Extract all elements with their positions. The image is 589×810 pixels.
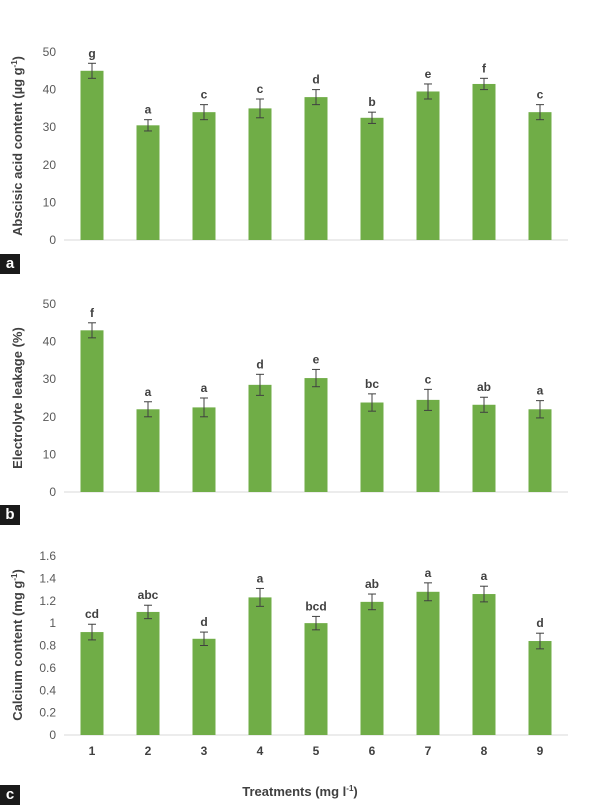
- significance-letter: cd: [85, 607, 99, 621]
- significance-letter: bc: [365, 377, 379, 391]
- y-tick-label: 30: [43, 372, 57, 386]
- y-axis-title: Electrolyte leakage (%): [10, 327, 25, 469]
- y-tick-label: 0.8: [39, 639, 56, 653]
- bar: [304, 623, 328, 735]
- significance-letter: bcd: [305, 599, 326, 613]
- y-tick-label: 0: [49, 728, 56, 742]
- y-tick-label: 50: [43, 297, 57, 311]
- y-axis-title: Calcium content (mg g-1): [10, 569, 25, 721]
- bar: [416, 91, 440, 240]
- y-tick-label: 40: [43, 83, 57, 97]
- x-tick-label: 1: [89, 744, 96, 758]
- significance-letter: f: [90, 306, 95, 320]
- x-axis-title: Treatments (mg l-1): [242, 784, 358, 799]
- significance-letter: a: [425, 566, 432, 580]
- chart-panel-1: 0 10 20 30 40 50 Abscisic acid content (µg g-1…: [10, 45, 568, 247]
- bar: [416, 399, 440, 492]
- y-tick-label: 0.4: [39, 683, 56, 697]
- bar: [80, 632, 104, 735]
- x-tick-label: 3: [201, 744, 208, 758]
- y-tick-label: 10: [43, 195, 57, 209]
- significance-letter: d: [256, 357, 263, 371]
- significance-letter: a: [145, 385, 152, 399]
- bar: [136, 409, 160, 492]
- significance-letter: a: [537, 384, 544, 398]
- x-tick-label: 4: [257, 744, 264, 758]
- significance-letter: c: [201, 88, 208, 102]
- panel-label-c: c: [0, 785, 20, 805]
- significance-letter: f: [482, 61, 487, 75]
- bar: [248, 384, 272, 492]
- significance-letter: d: [312, 73, 319, 87]
- bar: [360, 117, 384, 240]
- x-tick-label: 5: [313, 744, 320, 758]
- bar: [192, 638, 216, 735]
- y-tick-label: 50: [43, 45, 57, 59]
- bar: [304, 97, 328, 241]
- significance-letter: d: [200, 615, 207, 629]
- y-tick-label: 0: [49, 485, 56, 499]
- y-tick-label: 10: [43, 447, 57, 461]
- x-tick-label: 2: [145, 744, 152, 758]
- y-tick-label: 40: [43, 335, 57, 349]
- significance-letter: c: [425, 372, 432, 386]
- bar: [528, 112, 552, 240]
- y-tick-label: 1: [49, 616, 56, 630]
- bar: [136, 125, 160, 240]
- chart-panel-2: 0 10 20 30 40 50 Electrolyte leakage (%) f a a d e b…: [10, 297, 568, 499]
- panel-label-a: a: [0, 254, 20, 274]
- bar: [192, 112, 216, 240]
- bar: [248, 597, 272, 735]
- y-tick-label: 0.2: [39, 706, 56, 720]
- significance-letter: c: [537, 88, 544, 102]
- x-tick-label: 7: [425, 744, 432, 758]
- significance-letter: b: [368, 95, 375, 109]
- significance-letter: a: [145, 103, 152, 117]
- chart-panel-3: 0 0.2 0.4 0.6 0.8 1 1.2 1.4 1.6 Calcium content (…: [10, 549, 568, 758]
- bar: [360, 402, 384, 492]
- x-tick-label: 8: [481, 744, 488, 758]
- significance-letter: d: [536, 616, 543, 630]
- significance-letter: a: [481, 569, 488, 583]
- significance-letter: e: [425, 67, 432, 81]
- bar: [472, 404, 496, 492]
- bar: [416, 591, 440, 735]
- y-tick-label: 0: [49, 233, 56, 247]
- bar: [528, 409, 552, 492]
- significance-letter: ab: [365, 577, 379, 591]
- y-tick-label: 1.6: [39, 549, 56, 563]
- significance-letter: a: [201, 381, 208, 395]
- bar: [472, 83, 496, 241]
- y-tick-label: 20: [43, 158, 57, 172]
- significance-letter: e: [313, 352, 320, 366]
- bar: [192, 407, 216, 492]
- y-tick-label: 20: [43, 410, 57, 424]
- significance-letter: ab: [477, 380, 491, 394]
- bar: [360, 601, 384, 735]
- y-tick-label: 30: [43, 120, 57, 134]
- significance-letter: abc: [138, 588, 159, 602]
- x-tick-label: 9: [537, 744, 544, 758]
- significance-letter: a: [257, 571, 264, 585]
- y-tick-label: 1.4: [39, 571, 56, 585]
- bar: [136, 611, 160, 735]
- y-tick-label: 0.6: [39, 661, 56, 675]
- x-tick-label: 6: [369, 744, 376, 758]
- y-axis-title: Abscisic acid content (µg g-1): [10, 56, 25, 236]
- bar: [80, 70, 104, 240]
- y-tick-label: 1.2: [39, 594, 56, 608]
- bar: [304, 378, 328, 492]
- bar: [528, 641, 552, 735]
- panel-label-b: b: [0, 505, 20, 525]
- bar: [472, 594, 496, 735]
- significance-letter: c: [257, 82, 264, 96]
- significance-letter: g: [88, 46, 95, 60]
- bar: [248, 108, 272, 241]
- bar: [80, 330, 104, 492]
